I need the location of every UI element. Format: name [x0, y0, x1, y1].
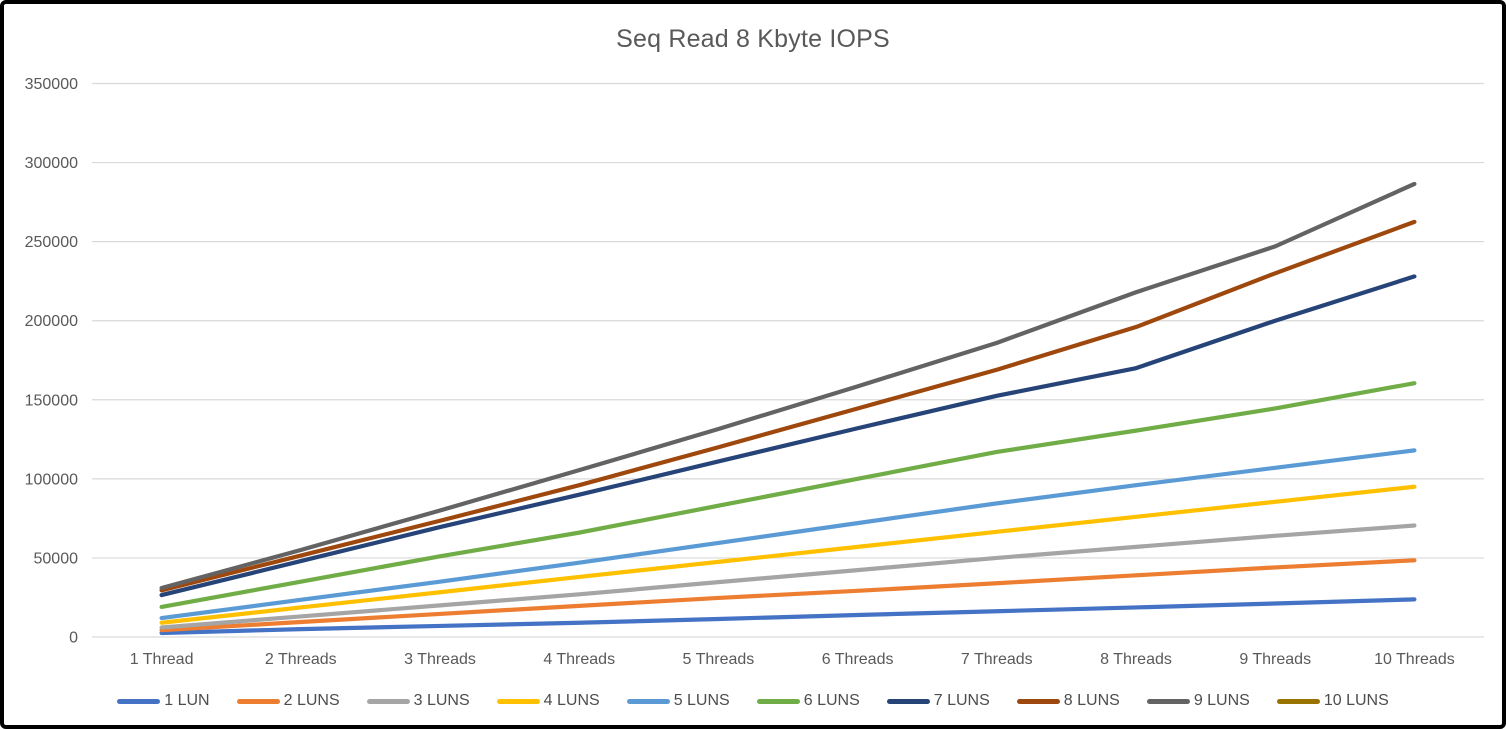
y-axis-tick-label: 100000 [25, 471, 78, 488]
legend-label: 1 LUN [164, 692, 210, 709]
x-axis-category-label: 5 Threads [683, 651, 755, 668]
y-axis-tick-label: 150000 [25, 392, 78, 409]
legend-item-8-luns: 8 LUNS [1016, 692, 1120, 710]
y-axis-tick-label: 350000 [25, 76, 78, 93]
legend-item-2-luns: 2 LUNS [236, 692, 340, 710]
y-axis-tick-label: 50000 [34, 550, 79, 567]
x-axis-category-label: 10 Threads [1374, 651, 1455, 668]
legend-swatch-1-lun [117, 698, 161, 704]
legend-label: 2 LUNS [283, 692, 340, 709]
plot-area: 0 50000 100000 150000 200000 250000 300000 3500… [25, 76, 1484, 668]
legend-label: 7 LUNS [933, 692, 990, 709]
legend-item-4-luns: 4 LUNS [496, 692, 600, 710]
legend-item-6-luns: 6 LUNS [756, 692, 860, 710]
series-line-1-lun [159, 597, 1417, 636]
x-axis-category-label: 6 Threads [822, 651, 894, 668]
x-axis-category-label: 3 Threads [404, 651, 476, 668]
chart-title: Seq Read 8 Kbyte IOPS [616, 25, 890, 53]
legend-item-3-luns: 3 LUNS [366, 692, 470, 710]
legend-swatch-10-luns [1276, 698, 1320, 704]
legend-label: 9 LUNS [1193, 692, 1250, 709]
legend-label: 4 LUNS [543, 692, 600, 709]
legend-item-10-luns: 10 LUNS [1276, 692, 1389, 710]
x-axis-category-label: 9 Threads [1239, 651, 1311, 668]
legend-item-1-lun: 1 LUN [117, 692, 210, 710]
legend-label: 3 LUNS [413, 692, 470, 709]
x-axis-category-label: 8 Threads [1100, 651, 1172, 668]
x-axis-category-label: 7 Threads [961, 651, 1033, 668]
x-axis-category-label: 1 Thread [130, 651, 194, 668]
legend-label: 5 LUNS [673, 692, 730, 709]
legend-swatch-3-luns [366, 698, 410, 704]
legend-label: 10 LUNS [1323, 692, 1389, 709]
x-axis-category-label: 4 Threads [543, 651, 615, 668]
series-line-7-luns [159, 274, 1417, 598]
series-line-4-luns [159, 484, 1417, 625]
series-line-2-luns [159, 558, 1417, 633]
chart-legend: 1 LUN 2 LUNS 3 LUNS 4 LUNS 5 LUNS 6 LUNS 7 LUN… [4, 692, 1502, 710]
legend-swatch-5-luns [626, 698, 670, 704]
y-axis-tick-label: 0 [69, 630, 78, 647]
legend-item-5-luns: 5 LUNS [626, 692, 730, 710]
legend-swatch-6-luns [756, 698, 800, 704]
y-axis-tick-label: 300000 [25, 155, 78, 172]
series-line-9-luns [159, 181, 1417, 591]
series-line-8-luns [159, 219, 1417, 593]
legend-label: 6 LUNS [803, 692, 860, 709]
legend-swatch-8-luns [1016, 698, 1060, 704]
legend-item-9-luns: 9 LUNS [1146, 692, 1250, 710]
series-line-3-luns [159, 523, 1417, 630]
legend-swatch-2-luns [236, 698, 280, 704]
y-axis-tick-label: 250000 [25, 234, 78, 251]
legend-swatch-4-luns [496, 698, 540, 704]
legend-label: 8 LUNS [1063, 692, 1120, 709]
series-line-5-luns [159, 448, 1417, 621]
y-axis-tick-label: 200000 [25, 313, 78, 330]
legend-swatch-7-luns [886, 698, 930, 704]
legend-swatch-9-luns [1146, 698, 1190, 704]
series-line-6-luns [159, 381, 1417, 610]
x-axis-category-label: 2 Threads [265, 651, 337, 668]
legend-item-7-luns: 7 LUNS [886, 692, 990, 710]
